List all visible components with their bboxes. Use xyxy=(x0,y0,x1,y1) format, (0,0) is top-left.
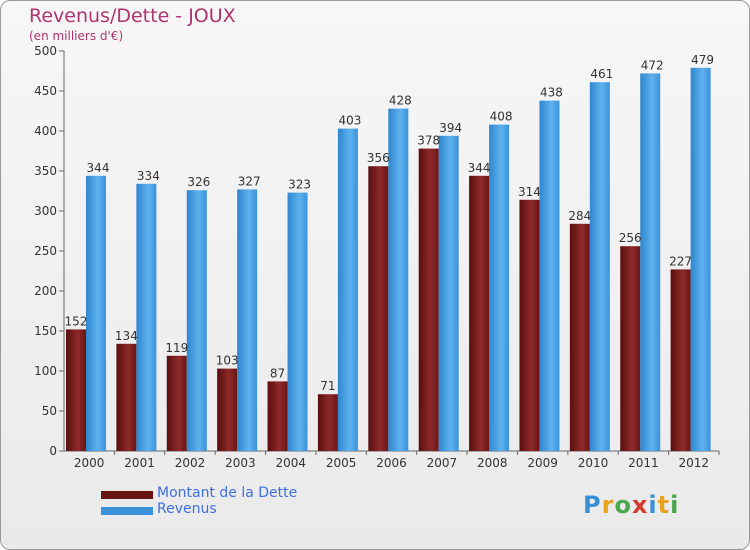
legend-label-revenus: Revenus xyxy=(157,501,217,517)
bar-dette xyxy=(620,246,641,451)
bar-dette xyxy=(418,148,439,451)
x-tick-label: 2012 xyxy=(679,456,710,470)
value-label-dette: 344 xyxy=(468,161,491,175)
value-label-dette: 256 xyxy=(619,231,642,245)
x-tick-label: 2005 xyxy=(326,456,357,470)
y-tick-label: 350 xyxy=(34,164,57,178)
logo-letter: o xyxy=(614,491,632,519)
value-label-revenus: 323 xyxy=(288,178,311,192)
legend-label-debt: Montant de la Dette xyxy=(157,485,298,501)
y-tick-label: 400 xyxy=(34,124,57,138)
x-tick-label: 2004 xyxy=(275,456,306,470)
logo-letter: r xyxy=(601,491,615,519)
y-tick-label: 250 xyxy=(34,244,57,258)
y-tick-label: 50 xyxy=(42,404,57,418)
legend-swatch-debt xyxy=(101,491,153,499)
value-label-revenus: 472 xyxy=(641,58,664,72)
value-labels: 152 344 134 334 119 326 103 327 87 323 71 403 356 428… xyxy=(65,53,715,393)
x-tick-label: 2001 xyxy=(124,456,155,470)
value-label-dette: 134 xyxy=(115,329,138,343)
bar-dette xyxy=(670,269,691,451)
bar-revenus xyxy=(589,82,610,451)
chart-subtitle: (en milliers d'€) xyxy=(29,29,124,43)
bar-revenus xyxy=(690,67,711,452)
bars xyxy=(66,67,711,452)
y-tick-label: 300 xyxy=(34,204,57,218)
bar-dette xyxy=(166,355,187,451)
bar-revenus xyxy=(539,100,560,451)
y-tick-label: 200 xyxy=(34,284,57,298)
value-label-dette: 103 xyxy=(216,354,239,368)
value-label-revenus: 408 xyxy=(490,110,513,124)
value-label-revenus: 394 xyxy=(439,121,462,135)
logo-letter: t xyxy=(657,491,671,519)
x-tick-label: 2007 xyxy=(427,456,458,470)
x-tick-label: 2006 xyxy=(376,456,407,470)
y-tick-label: 0 xyxy=(49,444,57,458)
bar-revenus xyxy=(489,124,510,451)
bar-revenus xyxy=(287,192,308,451)
y-tick-label: 100 xyxy=(34,364,57,378)
bar-revenus xyxy=(337,128,358,451)
bar-dette xyxy=(217,368,238,451)
logo-letter: x xyxy=(631,491,649,519)
x-tick-label: 2008 xyxy=(477,456,508,470)
bar-revenus xyxy=(438,135,459,452)
x-tick-label: 2000 xyxy=(74,456,105,470)
x-tick-label: 2002 xyxy=(175,456,206,470)
chart-title: Revenus/Dette - JOUX xyxy=(29,5,236,27)
bar-revenus xyxy=(237,189,258,451)
bar-dette xyxy=(267,381,288,451)
value-label-dette: 87 xyxy=(270,366,285,380)
bar-dette xyxy=(469,175,490,452)
value-label-revenus: 428 xyxy=(389,94,412,108)
bar-dette xyxy=(116,343,137,451)
bar-revenus xyxy=(388,108,409,451)
value-label-dette: 356 xyxy=(367,151,390,165)
value-label-dette: 314 xyxy=(518,185,541,199)
x-tick-label: 2010 xyxy=(578,456,609,470)
value-label-dette: 227 xyxy=(669,254,692,268)
legend-swatch-revenus xyxy=(101,507,153,515)
value-label-revenus: 479 xyxy=(691,53,714,67)
bar-dette xyxy=(368,166,389,451)
bar-revenus xyxy=(136,183,157,452)
logo-letter: P xyxy=(583,491,602,519)
bar-dette xyxy=(519,199,540,451)
value-label-dette: 152 xyxy=(65,314,88,328)
value-label-revenus: 327 xyxy=(238,174,261,188)
value-label-revenus: 438 xyxy=(540,86,563,100)
bar-revenus xyxy=(186,190,207,451)
logo-letter: i xyxy=(670,491,680,519)
bar-revenus xyxy=(86,175,106,452)
value-label-dette: 378 xyxy=(417,134,440,148)
proxiti-logo: Proxiti xyxy=(583,491,679,519)
logo-letter: i xyxy=(648,491,658,519)
bar-revenus xyxy=(640,73,661,452)
value-label-revenus: 403 xyxy=(338,114,361,128)
y-tick-label: 500 xyxy=(34,44,57,58)
value-label-dette: 284 xyxy=(568,209,591,223)
value-label-dette: 71 xyxy=(320,379,335,393)
value-label-revenus: 461 xyxy=(590,67,613,81)
y-tick-label: 450 xyxy=(34,84,57,98)
value-label-revenus: 326 xyxy=(187,175,210,189)
bar-dette xyxy=(66,329,86,451)
value-label-revenus: 344 xyxy=(87,161,110,175)
x-tick-label: 2011 xyxy=(628,456,659,470)
x-tick-label: 2003 xyxy=(225,456,256,470)
x-tick-label: 2009 xyxy=(527,456,558,470)
bar-dette xyxy=(569,223,590,451)
value-label-dette: 119 xyxy=(165,341,188,355)
value-label-revenus: 334 xyxy=(137,169,160,183)
bar-dette xyxy=(317,394,338,451)
y-tick-label: 150 xyxy=(34,324,57,338)
